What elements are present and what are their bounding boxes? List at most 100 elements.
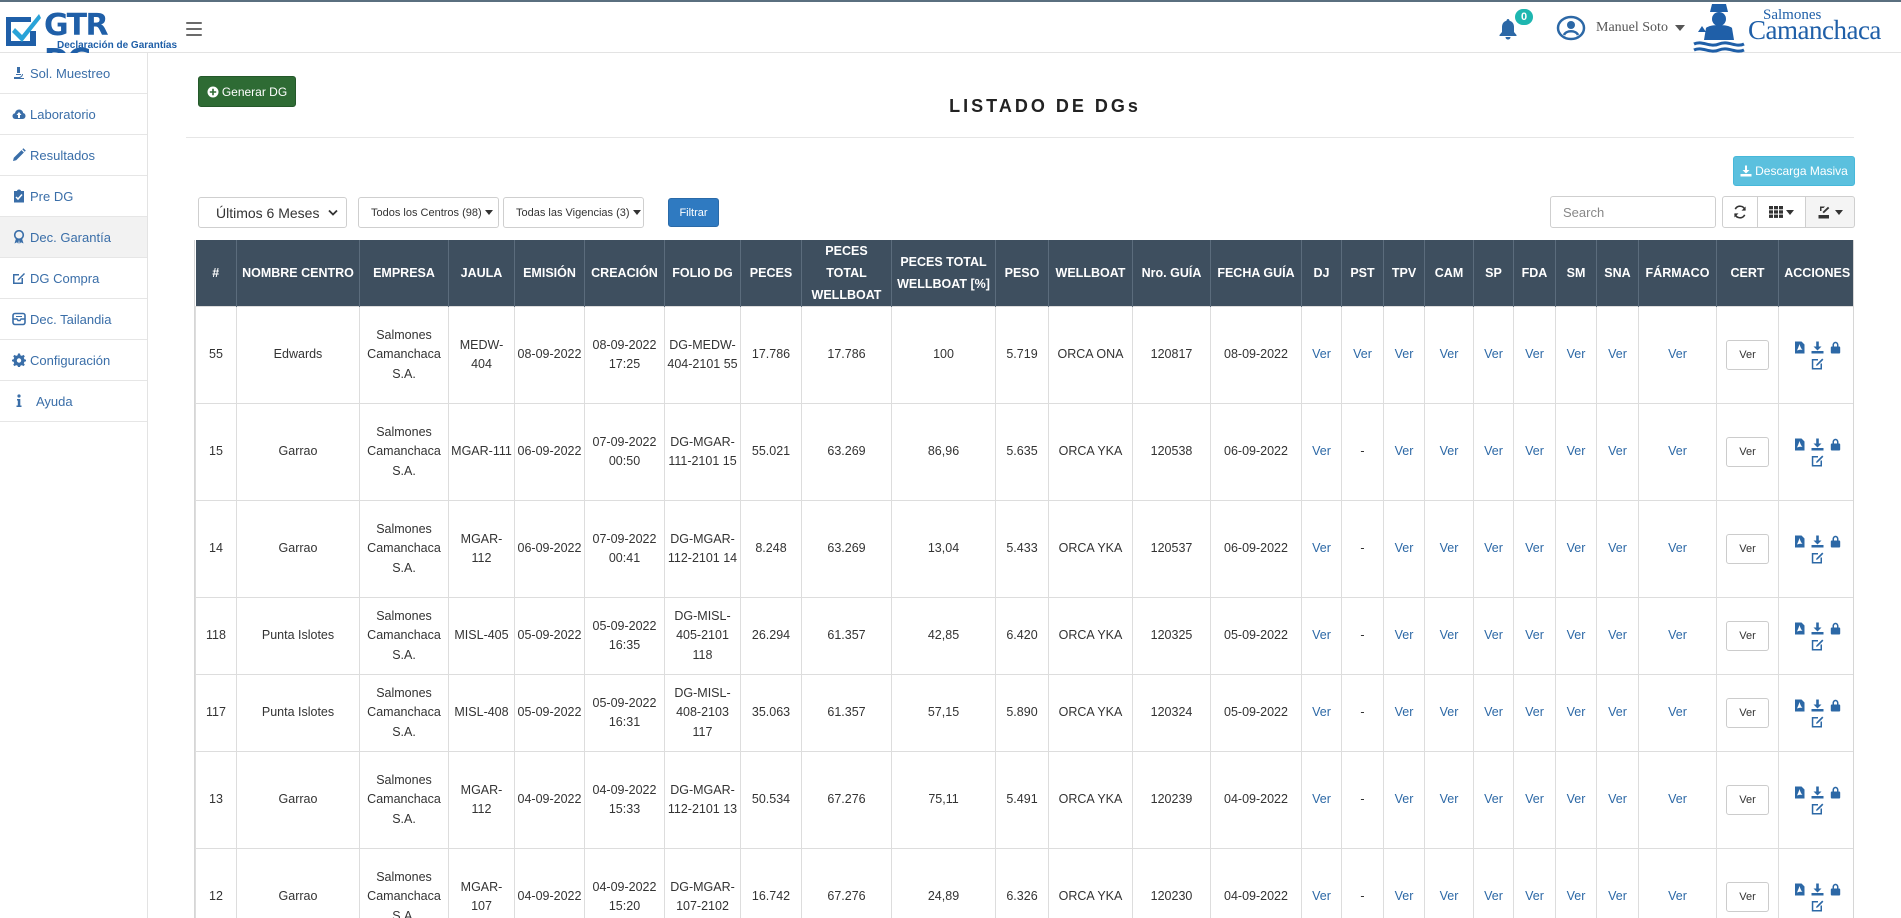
sidebar-item-laboratorio[interactable]: Laboratorio — [0, 94, 147, 135]
filtrar-button[interactable]: Filtrar — [668, 198, 719, 227]
cell-dj-link[interactable]: Ver — [1301, 597, 1342, 675]
column-header[interactable]: EMISIÓN — [514, 240, 585, 307]
cell-tpv-link[interactable]: Ver — [1383, 500, 1425, 598]
cell-farmaco-link[interactable]: Ver — [1638, 306, 1717, 404]
periodo-select[interactable]: Últimos 6 Meses — [198, 197, 347, 228]
cell-farmaco-link[interactable]: Ver — [1638, 597, 1717, 675]
cell-dj-link[interactable]: Ver — [1301, 848, 1342, 918]
sidebar-item-dg-compra[interactable]: DG Compra — [0, 258, 147, 299]
search-input[interactable] — [1550, 196, 1716, 228]
cell-cam-link[interactable]: Ver — [1424, 751, 1474, 849]
edit-icon[interactable] — [1811, 638, 1824, 651]
cell-sna-link[interactable]: Ver — [1596, 674, 1639, 752]
lock-icon[interactable] — [1829, 883, 1842, 896]
cell-dj-link[interactable]: Ver — [1301, 403, 1342, 501]
centros-dropdown[interactable]: Todos los Centros (98) — [358, 197, 499, 228]
export-button[interactable] — [1806, 196, 1855, 228]
cell-fda-link[interactable]: Ver — [1513, 597, 1556, 675]
cert-ver-button[interactable]: Ver — [1726, 698, 1769, 728]
cell-sm-link[interactable]: Ver — [1555, 403, 1597, 501]
column-header[interactable]: FECHA GUÍA — [1210, 240, 1302, 307]
edit-icon[interactable] — [1811, 551, 1824, 564]
sidebar-item-dec-tailandia[interactable]: Dec. Tailandia — [0, 299, 147, 340]
column-header[interactable]: SP — [1473, 240, 1514, 307]
cell-sm-link[interactable]: Ver — [1555, 500, 1597, 598]
cell-fda-link[interactable]: Ver — [1513, 500, 1556, 598]
lock-icon[interactable] — [1829, 535, 1842, 548]
lock-icon[interactable] — [1829, 438, 1842, 451]
column-header[interactable]: EMPRESA — [359, 240, 449, 307]
cell-sm-link[interactable]: Ver — [1555, 751, 1597, 849]
descarga-masiva-button[interactable]: Descarga Masiva — [1733, 156, 1855, 186]
cert-ver-button[interactable]: Ver — [1726, 785, 1769, 815]
cell-tpv-link[interactable]: Ver — [1383, 306, 1425, 404]
cell-dj-link[interactable]: Ver — [1301, 306, 1342, 404]
column-header[interactable]: DJ — [1301, 240, 1342, 307]
sidebar-item-resultados[interactable]: Resultados — [0, 135, 147, 176]
cell-cam-link[interactable]: Ver — [1424, 674, 1474, 752]
column-header[interactable]: TPV — [1383, 240, 1425, 307]
vigencias-dropdown[interactable]: Todas las Vigencias (3) — [503, 197, 644, 228]
pdf-icon[interactable] — [1793, 438, 1806, 451]
column-header[interactable]: SM — [1555, 240, 1597, 307]
cell-sp-link[interactable]: Ver — [1473, 500, 1514, 598]
cell-sp-link[interactable]: Ver — [1473, 597, 1514, 675]
edit-icon[interactable] — [1811, 899, 1824, 912]
cell-sp-link[interactable]: Ver — [1473, 751, 1514, 849]
column-header[interactable]: Nro. GUÍA — [1132, 240, 1211, 307]
cert-ver-button[interactable]: Ver — [1726, 882, 1769, 912]
sidebar-item-pre-dg[interactable]: Pre DG — [0, 176, 147, 217]
cell-fda-link[interactable]: Ver — [1513, 403, 1556, 501]
column-header[interactable]: FÁRMACO — [1638, 240, 1717, 307]
cert-ver-button[interactable]: Ver — [1726, 437, 1769, 467]
column-header[interactable]: PECES TOTAL WELLBOAT — [801, 240, 892, 307]
edit-icon[interactable] — [1811, 802, 1824, 815]
cert-ver-button[interactable]: Ver — [1726, 340, 1769, 370]
column-header[interactable]: WELLBOAT — [1048, 240, 1133, 307]
cell-fda-link[interactable]: Ver — [1513, 751, 1556, 849]
pdf-icon[interactable] — [1793, 535, 1806, 548]
edit-icon[interactable] — [1811, 357, 1824, 370]
cell-sna-link[interactable]: Ver — [1596, 848, 1639, 918]
pdf-icon[interactable] — [1793, 699, 1806, 712]
generar-dg-button[interactable]: Generar DG — [198, 76, 296, 107]
menu-toggle-icon[interactable] — [186, 22, 202, 38]
cell-sp-link[interactable]: Ver — [1473, 848, 1514, 918]
lock-icon[interactable] — [1829, 341, 1842, 354]
cell-tpv-link[interactable]: Ver — [1383, 403, 1425, 501]
download-icon[interactable] — [1811, 883, 1824, 896]
download-icon[interactable] — [1811, 438, 1824, 451]
download-icon[interactable] — [1811, 699, 1824, 712]
lock-icon[interactable] — [1829, 622, 1842, 635]
cell-farmaco-link[interactable]: Ver — [1638, 848, 1717, 918]
column-header[interactable]: NOMBRE CENTRO — [236, 240, 360, 307]
cert-ver-button[interactable]: Ver — [1726, 534, 1769, 564]
cell-sna-link[interactable]: Ver — [1596, 306, 1639, 404]
cell-cam-link[interactable]: Ver — [1424, 403, 1474, 501]
cell-sna-link[interactable]: Ver — [1596, 597, 1639, 675]
columns-button[interactable] — [1758, 196, 1806, 228]
sidebar-item-dec-garantia[interactable]: Dec. Garantía — [0, 217, 147, 258]
cell-farmaco-link[interactable]: Ver — [1638, 751, 1717, 849]
cell-cam-link[interactable]: Ver — [1424, 597, 1474, 675]
column-header[interactable]: CERT — [1716, 240, 1779, 307]
cell-sm-link[interactable]: Ver — [1555, 306, 1597, 404]
cell-farmaco-link[interactable]: Ver — [1638, 500, 1717, 598]
download-icon[interactable] — [1811, 786, 1824, 799]
lock-icon[interactable] — [1829, 786, 1842, 799]
cell-cam-link[interactable]: Ver — [1424, 848, 1474, 918]
cell-fda-link[interactable]: Ver — [1513, 306, 1556, 404]
column-header[interactable]: # — [195, 240, 237, 307]
pdf-icon[interactable] — [1793, 786, 1806, 799]
edit-icon[interactable] — [1811, 715, 1824, 728]
column-header[interactable]: FDA — [1513, 240, 1556, 307]
cell-pst-link[interactable]: Ver — [1341, 306, 1384, 404]
cell-sm-link[interactable]: Ver — [1555, 674, 1597, 752]
pdf-icon[interactable] — [1793, 883, 1806, 896]
column-header[interactable]: CAM — [1424, 240, 1474, 307]
cell-sna-link[interactable]: Ver — [1596, 403, 1639, 501]
cell-dj-link[interactable]: Ver — [1301, 751, 1342, 849]
cell-sp-link[interactable]: Ver — [1473, 674, 1514, 752]
column-header[interactable]: FOLIO DG — [664, 240, 741, 307]
sidebar-item-ayuda[interactable]: Ayuda — [0, 381, 147, 422]
